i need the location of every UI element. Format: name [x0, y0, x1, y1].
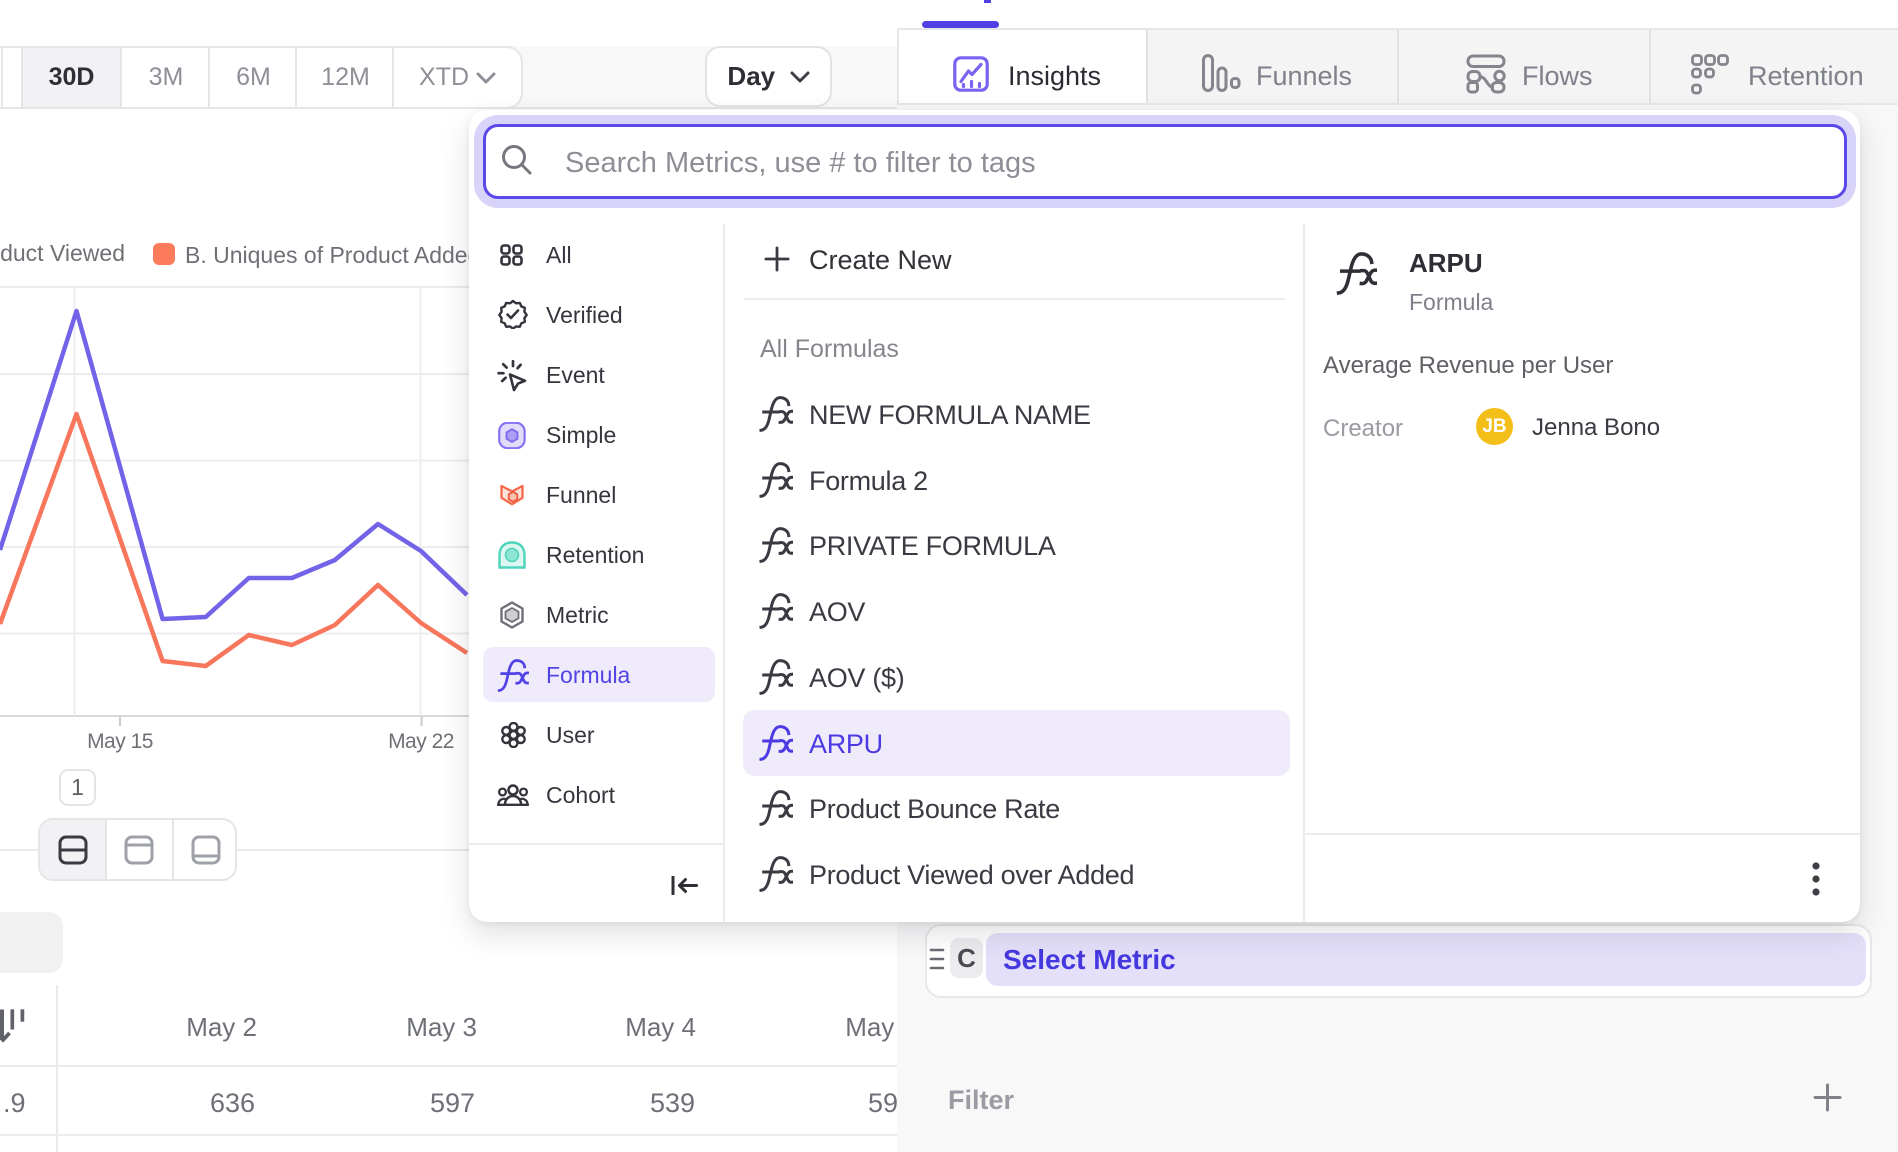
svg-text:May 22: May 22	[388, 730, 454, 753]
svg-text:May 15: May 15	[87, 730, 153, 753]
